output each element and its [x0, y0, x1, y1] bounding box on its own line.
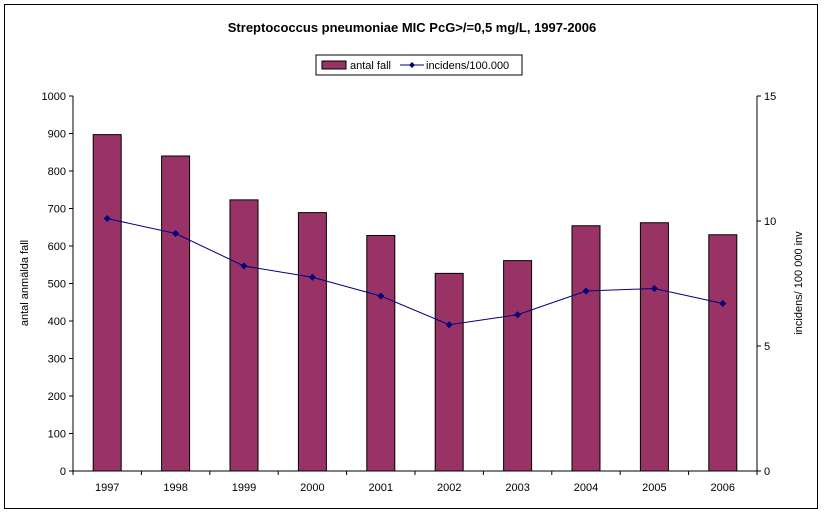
x-tick-label: 2003 — [505, 482, 529, 494]
bar-2000 — [297, 212, 327, 472]
legend: antal fall incidens/100.000 — [315, 54, 523, 76]
line-point-2000 — [308, 273, 316, 281]
x-tick-label: 1998 — [163, 482, 187, 494]
bar-1997 — [92, 134, 122, 472]
x-tick-label: 2002 — [437, 482, 461, 494]
incidence-line — [107, 218, 723, 326]
x-tick-label: 1999 — [232, 482, 256, 494]
y-right-tick-label: 5 — [764, 341, 770, 353]
y-tick-label: 600 — [48, 241, 66, 253]
chart-title: Streptococcus pneumoniae MIC PcG>/=0,5 m… — [228, 20, 596, 35]
y-tick-label: 200 — [48, 391, 66, 403]
legend-marker — [409, 62, 415, 68]
legend-label-line: incidens/100.000 — [426, 60, 509, 72]
x-tick-label: 2001 — [369, 482, 393, 494]
x-tick-label: 2004 — [574, 482, 598, 494]
x-tick-label: 2006 — [711, 482, 735, 494]
x-tick-label: 2005 — [642, 482, 666, 494]
legend-swatch-bars — [321, 60, 347, 70]
line-point-2006 — [719, 300, 727, 307]
y-right-tick-label: 0 — [764, 466, 770, 478]
bar-2004 — [571, 225, 601, 472]
line-point-2004 — [582, 287, 590, 295]
line-point-1998 — [172, 230, 180, 237]
line-point-2001 — [377, 292, 385, 300]
bar-2002 — [434, 272, 464, 472]
y-tick-label: 900 — [48, 129, 66, 141]
bar-1999 — [229, 199, 259, 472]
x-tick-label: 2000 — [300, 482, 324, 494]
y-tick-label: 400 — [48, 316, 66, 328]
y-tick-label: 800 — [48, 166, 66, 178]
line-point-2003 — [514, 311, 522, 319]
legend-label-bars: antal fall — [350, 60, 391, 72]
y-tick-label: 700 — [48, 204, 66, 216]
y-tick-label: 0 — [60, 466, 66, 478]
y-axis-right-label: incidens/ 100 000 inv — [793, 231, 805, 335]
y-right-tick-label: 15 — [764, 91, 776, 103]
bar-2006 — [708, 234, 738, 472]
y-tick-label: 1000 — [42, 91, 66, 103]
y-right-tick-label: 10 — [764, 216, 776, 228]
line-point-1999 — [240, 262, 248, 270]
y-axis-label: antal anmälda fall — [19, 240, 31, 326]
chart-frame — [4, 4, 818, 509]
y-tick-label: 500 — [48, 279, 66, 291]
line-point-1997 — [103, 215, 111, 222]
y-tick-label: 300 — [48, 354, 66, 366]
x-tick-label: 1997 — [95, 482, 119, 494]
line-point-2005 — [650, 285, 658, 292]
bar-2005 — [639, 222, 669, 472]
bar-1998 — [161, 155, 191, 472]
bar-2003 — [503, 260, 533, 472]
line-point-2002 — [445, 321, 453, 329]
y-tick-label: 100 — [48, 429, 66, 441]
bar-2001 — [366, 235, 396, 472]
